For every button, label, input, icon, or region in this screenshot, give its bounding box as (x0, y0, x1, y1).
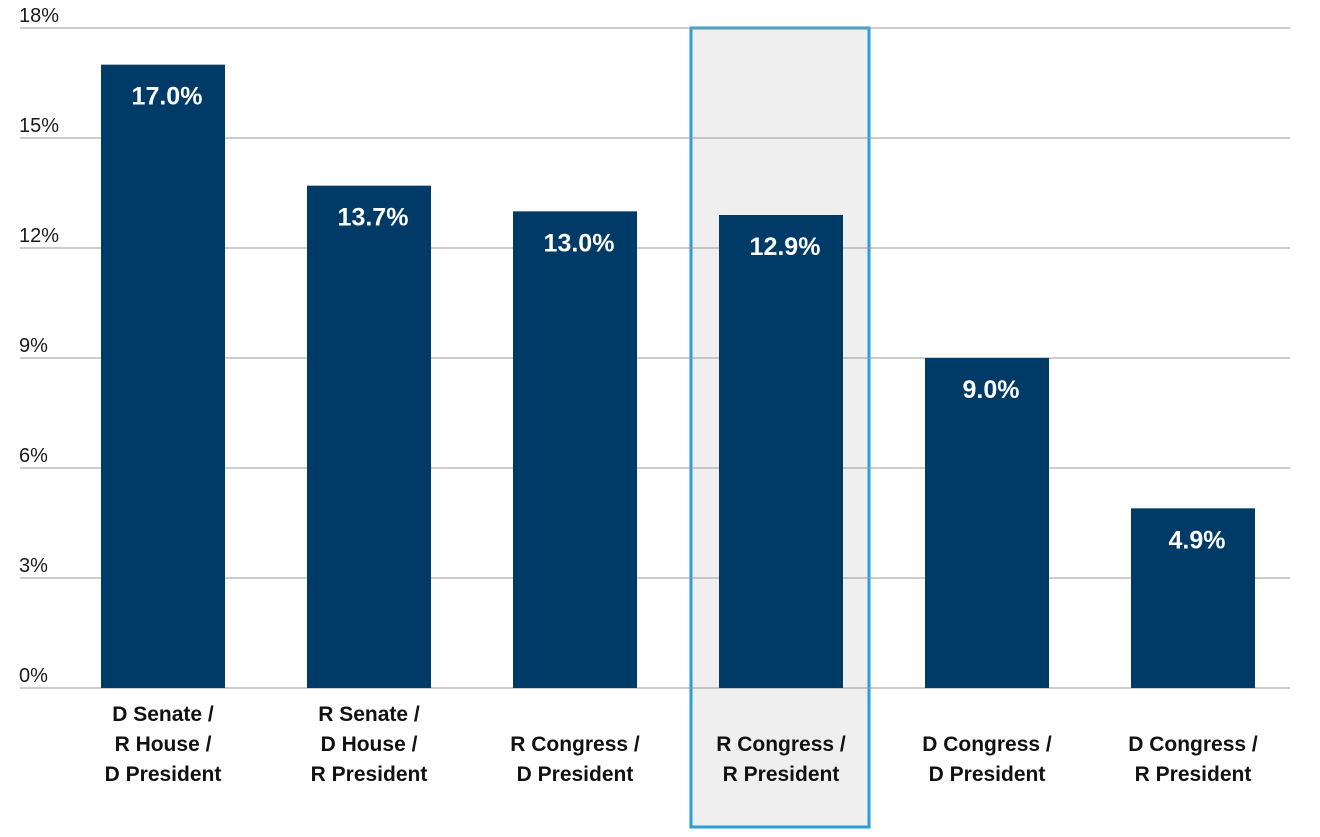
x-category-label: R President (311, 763, 428, 786)
x-category-label: D President (929, 763, 1046, 786)
y-tick-label: 9% (19, 335, 48, 357)
bar-value-label: 4.9% (1169, 526, 1226, 554)
x-category-label: R President (1135, 763, 1252, 786)
x-category-label: R President (723, 763, 840, 786)
bar-value-label: 12.9% (750, 233, 821, 261)
x-category-label: D President (105, 763, 222, 786)
y-tick-label: 15% (19, 115, 59, 137)
x-category-label: D Congress / (922, 733, 1052, 756)
bar (719, 215, 843, 688)
bar (307, 185, 431, 688)
x-category-label: R Congress / (716, 733, 846, 756)
y-tick-label: 0% (19, 665, 48, 687)
x-category-label: D President (517, 763, 634, 786)
bar (925, 358, 1049, 688)
y-tick-label: 12% (19, 225, 59, 247)
bar-value-label: 9.0% (963, 376, 1020, 404)
x-category-label: R House / (115, 733, 212, 756)
x-category-label: R Senate / (318, 703, 420, 726)
x-category-label: D House / (321, 733, 418, 756)
bar (101, 64, 225, 688)
bar (1131, 508, 1255, 688)
bar-value-label: 17.0% (132, 83, 203, 111)
x-category-label: D Senate / (112, 703, 214, 726)
bar-value-label: 13.7% (338, 204, 409, 232)
bar-value-label: 13.0% (544, 229, 615, 257)
x-category-label: D Congress / (1128, 733, 1258, 756)
y-tick-label: 3% (19, 555, 48, 577)
y-tick-label: 6% (19, 445, 48, 467)
y-tick-label: 18% (19, 5, 59, 27)
bar (513, 211, 637, 689)
x-category-label: R Congress / (510, 733, 640, 756)
